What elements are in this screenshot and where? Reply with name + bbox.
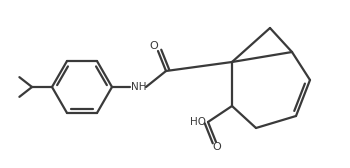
Text: NH: NH bbox=[131, 82, 147, 92]
Text: O: O bbox=[213, 142, 221, 152]
Text: O: O bbox=[150, 41, 158, 51]
Text: HO: HO bbox=[190, 117, 206, 127]
